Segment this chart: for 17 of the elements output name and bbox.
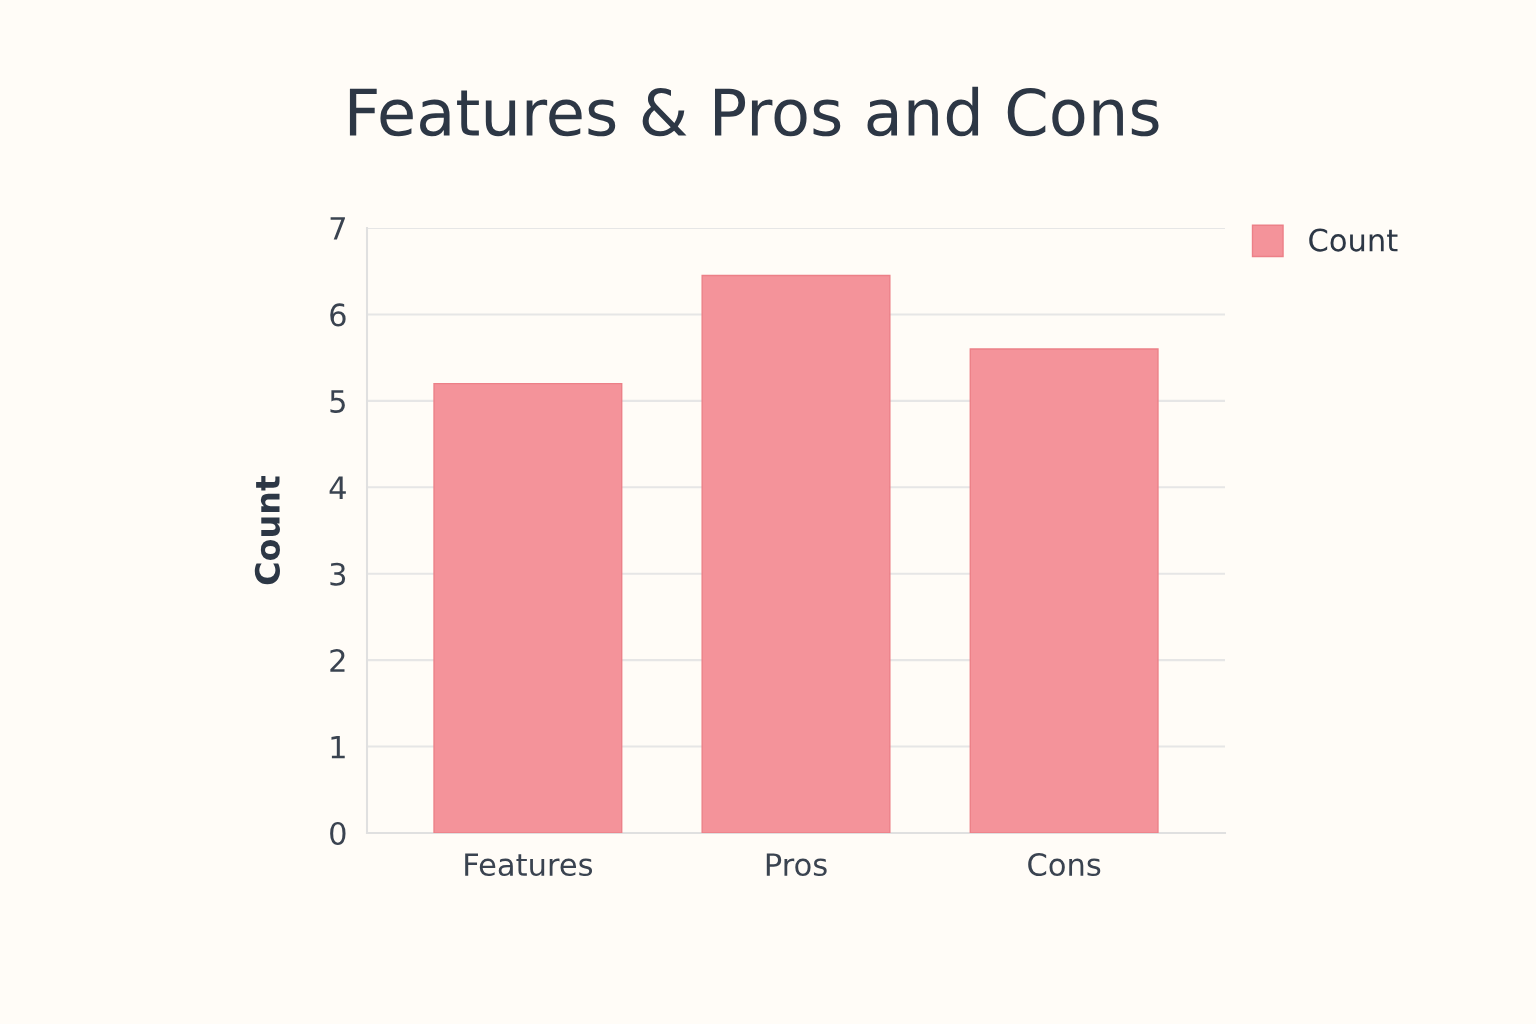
chart-title: Features & Pros and Cons bbox=[349, 86, 1159, 137]
y-tick-label: 3 bbox=[330, 562, 346, 586]
x-tick-label: Cons bbox=[1028, 852, 1101, 877]
y-tick-label: 5 bbox=[330, 390, 345, 413]
y-tick-label: 6 bbox=[330, 303, 346, 327]
y-tick-label: 0 bbox=[330, 821, 346, 846]
x-tick-label: Pros bbox=[766, 853, 827, 877]
y-tick-label: 1 bbox=[331, 735, 345, 759]
y-tick-label: 2 bbox=[330, 649, 345, 672]
bar bbox=[433, 382, 623, 833]
bar bbox=[969, 348, 1159, 833]
y-tick-label: 4 bbox=[329, 476, 346, 499]
y-tick-label: 7 bbox=[330, 217, 345, 240]
bar bbox=[701, 274, 891, 833]
x-tick-label: Features bbox=[465, 853, 593, 877]
y-axis-title: Count bbox=[254, 475, 280, 585]
legend-label: Count bbox=[1309, 228, 1398, 252]
